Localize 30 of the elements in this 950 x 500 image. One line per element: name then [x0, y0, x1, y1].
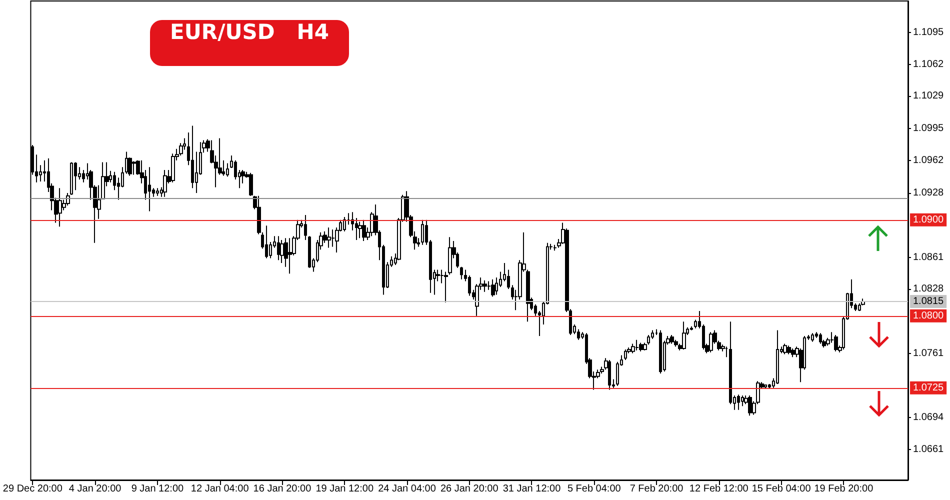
y-tick-label: 1.0928: [913, 187, 944, 198]
y-tick-label: 1.1095: [913, 27, 944, 38]
x-tick-label: 19 Feb 20:00: [814, 484, 874, 494]
y-tick-label: 1.0962: [913, 154, 944, 166]
x-tick-label: 12 Feb 12:00: [689, 484, 749, 494]
x-tick-label: 4 Jan 20:00: [68, 484, 122, 494]
x-tick-label: 19 Jan 12:00: [316, 484, 374, 494]
y-tick-label: 1.0761: [913, 348, 944, 359]
y-tick-label: 1.0661: [913, 444, 944, 455]
x-tick-label: 26 Jan 20:00: [440, 484, 499, 494]
y-tick-label: 1.1029: [913, 90, 944, 102]
x-tick-label: 9 Jan 12:00: [131, 484, 184, 494]
y-tick-label: 1.0861: [913, 252, 944, 263]
x-tick-label: 12 Jan 04:00: [190, 484, 250, 494]
y-tick-label: 1.0995: [913, 123, 944, 134]
ref-line-label: 1.0815: [913, 296, 944, 307]
x-tick-label: 24 Jan 04:00: [378, 484, 436, 494]
ref-line-label: 1.0800: [913, 310, 944, 322]
x-tick-label: 7 Feb 20:00: [630, 484, 684, 494]
x-tick-label: 29 Dec 20:00: [2, 484, 63, 494]
ref-line-label: 1.0900: [913, 214, 944, 226]
x-tick-label: 15 Feb 04:00: [752, 484, 812, 494]
ref-line-label: 1.0725: [913, 382, 944, 394]
x-tick-label: 16 Jan 20:00: [253, 484, 312, 494]
text: EUR/USD H4: [150, 20, 349, 66]
y-tick-label: 1.0694: [913, 412, 944, 424]
y-tick-label: 1.0828: [913, 283, 944, 294]
x-tick-label: 31 Jan 12:00: [502, 484, 562, 494]
y-tick-label: 1.1062: [913, 58, 944, 70]
x-tick-label: 5 Feb 04:00: [567, 484, 622, 494]
